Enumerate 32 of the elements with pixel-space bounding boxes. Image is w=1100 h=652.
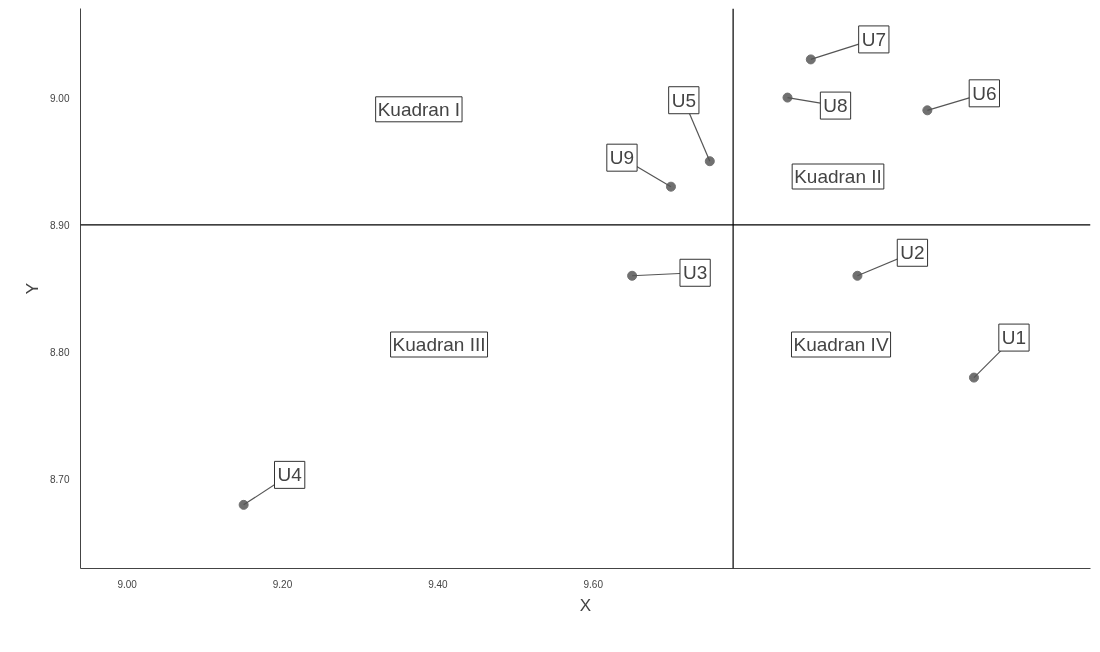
- x-tick-label: 9.60: [583, 578, 604, 590]
- x-axis-title: X: [579, 595, 592, 615]
- point: [852, 270, 863, 281]
- y-tick-label: 8.80: [50, 347, 70, 359]
- text: U3: [682, 262, 708, 284]
- y-tick-label: 8.70: [50, 474, 70, 486]
- y-tick-label: 8.90: [50, 219, 70, 231]
- x-tick-label: 9.20: [272, 578, 293, 590]
- series-label: U4: [277, 464, 303, 486]
- text: U5: [671, 89, 696, 111]
- x-tick-label: 9.00: [117, 578, 138, 590]
- text: U6: [972, 82, 997, 104]
- point: [665, 181, 676, 192]
- text: U2: [900, 242, 925, 264]
- series-label: U9: [609, 147, 635, 169]
- series-label: U8: [823, 95, 848, 117]
- point: [782, 92, 793, 103]
- point: [922, 105, 933, 116]
- point: [238, 499, 249, 510]
- text: U7: [861, 28, 886, 50]
- annotation: Kuadran IV: [793, 334, 889, 355]
- annotation: Kuadran I: [377, 98, 461, 120]
- y-tick-label: 9.00: [50, 92, 70, 104]
- point: [805, 54, 816, 65]
- point: [704, 156, 715, 167]
- series-label: U1: [1001, 327, 1027, 349]
- y-axis-title: Y: [23, 282, 43, 295]
- x-tick-label: 9.40: [428, 578, 449, 590]
- point: [627, 270, 638, 281]
- annotation: Kuadran II: [794, 166, 882, 187]
- annotation: Kuadran III: [392, 334, 486, 355]
- point: [968, 372, 979, 383]
